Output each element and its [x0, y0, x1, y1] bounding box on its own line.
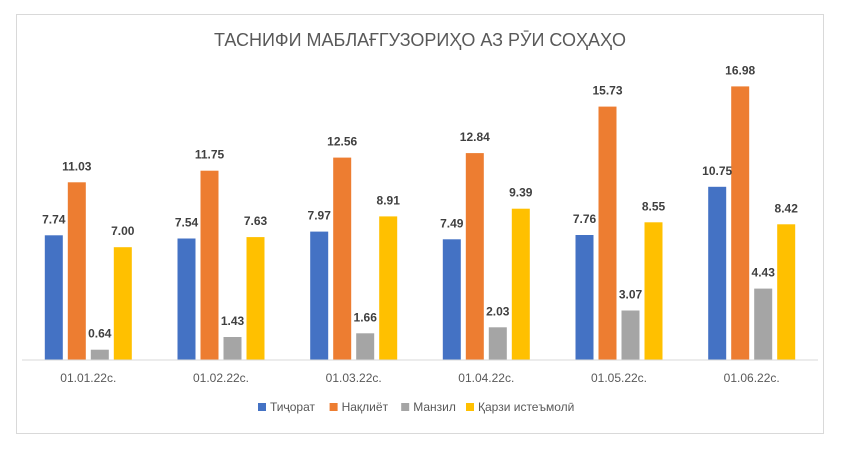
- bar: [465, 153, 484, 360]
- data-label: 10.75: [702, 164, 732, 178]
- bar: [310, 231, 329, 360]
- bar: [644, 222, 663, 361]
- bar: [177, 238, 196, 360]
- data-label: 8.91: [377, 193, 401, 207]
- bars-layer: [44, 86, 796, 361]
- legend-swatch: [466, 403, 474, 411]
- x-tick-label: 01.02.22с.: [193, 371, 249, 385]
- data-label: 16.98: [725, 63, 755, 77]
- bar: [379, 216, 398, 360]
- bar: [90, 349, 109, 360]
- x-tick-labels: 01.01.22с. 01.02.22с. 01.03.22с. 01.04.22с.…: [60, 371, 779, 385]
- legend-label: Тиҷорат: [270, 400, 316, 414]
- bar: [333, 157, 352, 360]
- data-label: 2.03: [486, 304, 510, 318]
- data-label: 7.97: [308, 209, 332, 223]
- legend-item: Қарзи истеъмолӣ: [466, 400, 574, 414]
- data-label: 0.64: [88, 327, 112, 341]
- data-label: 8.42: [775, 201, 799, 215]
- legend-item: Манзил: [401, 400, 456, 414]
- data-label: 8.55: [642, 199, 666, 213]
- data-label: 3.07: [619, 288, 643, 302]
- data-label: 4.43: [752, 266, 776, 280]
- bar: [598, 106, 617, 360]
- chart-frame: ТАСНИФИ МАБЛАҒГУЗОРИҲО АЗ РӮИ СОҲАҲО 7.7…: [16, 14, 824, 434]
- data-label: 7.54: [175, 216, 199, 230]
- data-label: 11.03: [62, 159, 92, 173]
- bar: [777, 224, 796, 360]
- bar: [200, 170, 219, 360]
- legend-label: Қарзи истеъмолӣ: [478, 400, 574, 414]
- legend-item: Тиҷорат: [258, 400, 316, 414]
- legend-label: Нақлиёт: [342, 400, 389, 414]
- legend-swatch: [258, 403, 266, 411]
- data-label: 7.00: [111, 224, 135, 238]
- data-label: 11.75: [195, 148, 225, 162]
- data-labels-layer: 7.74 11.03 0.64 7.00 7.54 11.75 1.43 7.63 7.97 12…: [42, 63, 798, 340]
- bar: [754, 288, 773, 360]
- data-label: 1.43: [221, 314, 245, 328]
- x-tick-label: 01.05.22с.: [591, 371, 647, 385]
- data-label: 9.39: [509, 186, 533, 200]
- bar: [44, 235, 63, 360]
- x-tick-label: 01.03.22с.: [326, 371, 382, 385]
- bar: [113, 247, 132, 360]
- data-label: 7.76: [573, 212, 597, 226]
- x-tick-label: 01.04.22с.: [458, 371, 514, 385]
- data-label: 12.84: [460, 130, 490, 144]
- data-label: 7.63: [244, 214, 268, 228]
- legend-label: Манзил: [413, 400, 456, 414]
- bar: [575, 235, 594, 360]
- data-label: 7.74: [42, 212, 66, 226]
- chart-title: ТАСНИФИ МАБЛАҒГУЗОРИҲО АЗ РӮИ СОҲАҲО: [214, 30, 626, 50]
- data-label: 1.66: [354, 310, 378, 324]
- x-tick-label: 01.01.22с.: [60, 371, 116, 385]
- legend-swatch: [329, 403, 338, 411]
- bar: [621, 310, 640, 360]
- bar-chart: ТАСНИФИ МАБЛАҒГУЗОРИҲО АЗ РӮИ СОҲАҲО 7.7…: [22, 30, 818, 414]
- x-tick-label: 01.06.22с.: [724, 371, 780, 385]
- bar: [442, 239, 461, 360]
- bar: [246, 237, 265, 360]
- legend-item: Нақлиёт: [329, 400, 389, 414]
- data-label: 7.49: [440, 216, 464, 230]
- bar: [223, 337, 242, 360]
- bar: [488, 327, 507, 360]
- data-label: 15.73: [592, 84, 622, 98]
- bar: [356, 333, 375, 360]
- legend-swatch: [401, 403, 410, 411]
- bar: [511, 208, 530, 360]
- bar: [67, 182, 86, 360]
- bar: [708, 186, 727, 360]
- bar: [731, 86, 750, 361]
- data-label: 12.56: [327, 135, 357, 149]
- legend: Тиҷорат Нақлиёт Манзил Қарзи истеъмолӣ: [258, 400, 574, 414]
